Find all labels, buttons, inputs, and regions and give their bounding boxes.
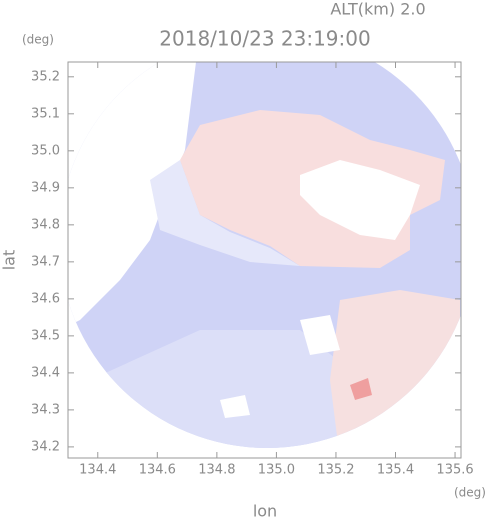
- no-echo: [220, 395, 250, 418]
- x-tick-label: 134.6: [139, 463, 176, 478]
- x-tick-label: 135.0: [258, 463, 295, 478]
- y-tick-label: 34.2: [31, 439, 60, 454]
- chart-title: 2018/10/23 23:19:00: [159, 27, 370, 51]
- x-tick-label: 135.6: [436, 463, 473, 478]
- y-tick-label: 34.7: [31, 254, 60, 269]
- y-tick-label: 34.9: [31, 180, 60, 195]
- no-echo: [300, 315, 340, 355]
- y-tick-label: 34.5: [31, 328, 60, 343]
- x-tick-label: 134.4: [79, 463, 116, 478]
- x-axis-title: lon: [253, 502, 277, 521]
- x-tick-label: 135.4: [377, 463, 414, 478]
- y-tick-label: 35.2: [31, 69, 60, 84]
- y-axis-title: lat: [0, 250, 19, 271]
- y-tick-label: 34.4: [31, 365, 60, 380]
- y-tick-label: 35.1: [31, 106, 60, 121]
- y-tick-label: 34.3: [31, 402, 60, 417]
- velocity-weak: [150, 160, 300, 266]
- y-tick-label: 35.0: [31, 143, 60, 158]
- x-unit: (deg): [454, 486, 486, 500]
- y-tick-label: 34.6: [31, 291, 60, 306]
- radar-field: [68, 62, 461, 448]
- velocity-strong: [350, 378, 372, 400]
- velocity-receding: [330, 290, 460, 448]
- no-echo: [300, 160, 420, 240]
- y-tick-label: 34.8: [31, 217, 60, 232]
- plot-frame: [67, 61, 462, 459]
- x-tick-label: 134.8: [198, 463, 235, 478]
- subtitle: ALT(km) 2.0: [330, 0, 425, 19]
- y-unit: (deg): [22, 33, 54, 47]
- x-tick-label: 135.2: [317, 463, 354, 478]
